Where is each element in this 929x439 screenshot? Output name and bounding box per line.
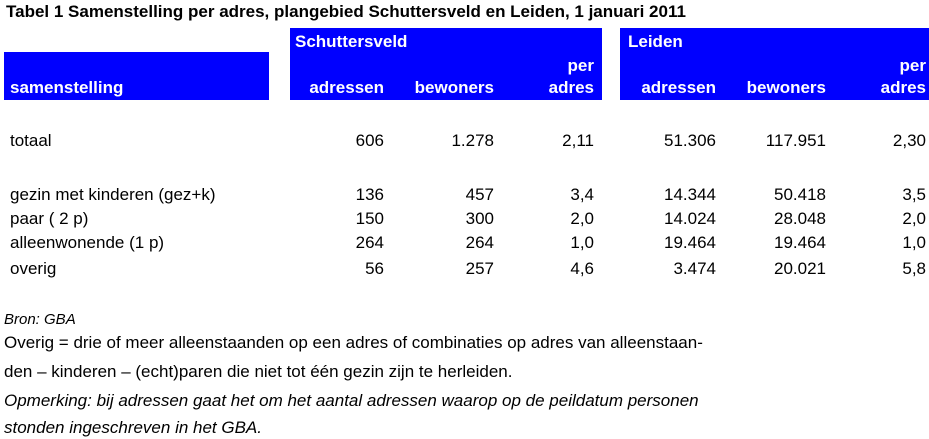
cell-s-bewoners: 1.278 — [451, 131, 494, 150]
cell-s-per-adres: 3,4 — [570, 185, 594, 204]
column-header-s-per: per — [567, 56, 594, 75]
cell-l-bewoners: 28.048 — [774, 209, 826, 228]
column-header-l-adressen: adressen — [641, 78, 716, 97]
cell-s-bewoners: 264 — [465, 233, 494, 252]
cell-l-adressen: 3.474 — [673, 259, 716, 278]
cell-s-adressen: 264 — [355, 233, 384, 252]
cell-l-bewoners: 117.951 — [765, 131, 826, 150]
cell-l-bewoners: 19.464 — [774, 233, 826, 252]
cell-l-per-adres: 2,30 — [892, 131, 926, 150]
header-bar-schuttersveld — [290, 28, 602, 100]
column-header-s-bewoners: bewoners — [414, 78, 494, 97]
row-label: overig — [10, 259, 57, 278]
cell-s-per-adres: 1,0 — [570, 233, 594, 252]
cell-l-per-adres: 5,8 — [902, 259, 926, 278]
table-title: Tabel 1 Samenstelling per adres, plangeb… — [6, 2, 686, 21]
column-header-l-per: per — [899, 56, 926, 75]
remark-note-line-1: Opmerking: bij adressen gaat het om het … — [4, 391, 699, 410]
column-header-s-adressen: adressen — [309, 78, 384, 97]
source-note: Bron: GBA — [4, 311, 76, 328]
header-bar-label — [4, 52, 269, 100]
cell-l-adressen: 19.464 — [664, 233, 716, 252]
cell-l-adressen: 51.306 — [664, 131, 716, 150]
remark-note-line-2: stonden ingeschreven in het GBA. — [4, 418, 262, 437]
cell-l-per-adres: 1,0 — [902, 233, 926, 252]
cell-l-bewoners: 50.418 — [774, 185, 826, 204]
cell-l-adressen: 14.344 — [664, 185, 716, 204]
overig-note-line-2: den – kinderen – (echt)paren die niet to… — [4, 362, 513, 381]
cell-s-per-adres: 2,0 — [570, 209, 594, 228]
cell-s-bewoners: 257 — [465, 259, 494, 278]
column-header-samenstelling: samenstelling — [10, 78, 124, 97]
row-label: alleenwonende (1 p) — [10, 233, 165, 252]
cell-s-bewoners: 300 — [465, 209, 494, 228]
column-header-l-adres: adres — [880, 78, 926, 97]
row-label: gezin met kinderen (gez+k) — [10, 185, 216, 204]
header-bar-leiden — [620, 28, 929, 100]
cell-s-per-adres: 2,11 — [562, 131, 594, 150]
row-label: paar ( 2 p) — [10, 209, 89, 228]
cell-l-per-adres: 2,0 — [902, 209, 926, 228]
overig-note-line-1: Overig = drie of meer alleenstaanden op … — [4, 333, 703, 352]
cell-s-adressen: 606 — [355, 131, 384, 150]
cell-l-bewoners: 20.021 — [774, 259, 826, 278]
row-label: totaal — [10, 131, 52, 150]
cell-s-bewoners: 457 — [465, 185, 494, 204]
cell-s-per-adres: 4,6 — [570, 259, 594, 278]
column-header-s-adres: adres — [548, 78, 594, 97]
cell-l-adressen: 14.024 — [664, 209, 716, 228]
cell-s-adressen: 150 — [355, 209, 384, 228]
cell-s-adressen: 136 — [355, 185, 384, 204]
column-header-l-bewoners: bewoners — [746, 78, 826, 97]
group-header-schuttersveld: Schuttersveld — [295, 32, 408, 51]
group-header-leiden: Leiden — [628, 32, 683, 51]
cell-l-per-adres: 3,5 — [902, 185, 926, 204]
cell-s-adressen: 56 — [365, 259, 384, 278]
